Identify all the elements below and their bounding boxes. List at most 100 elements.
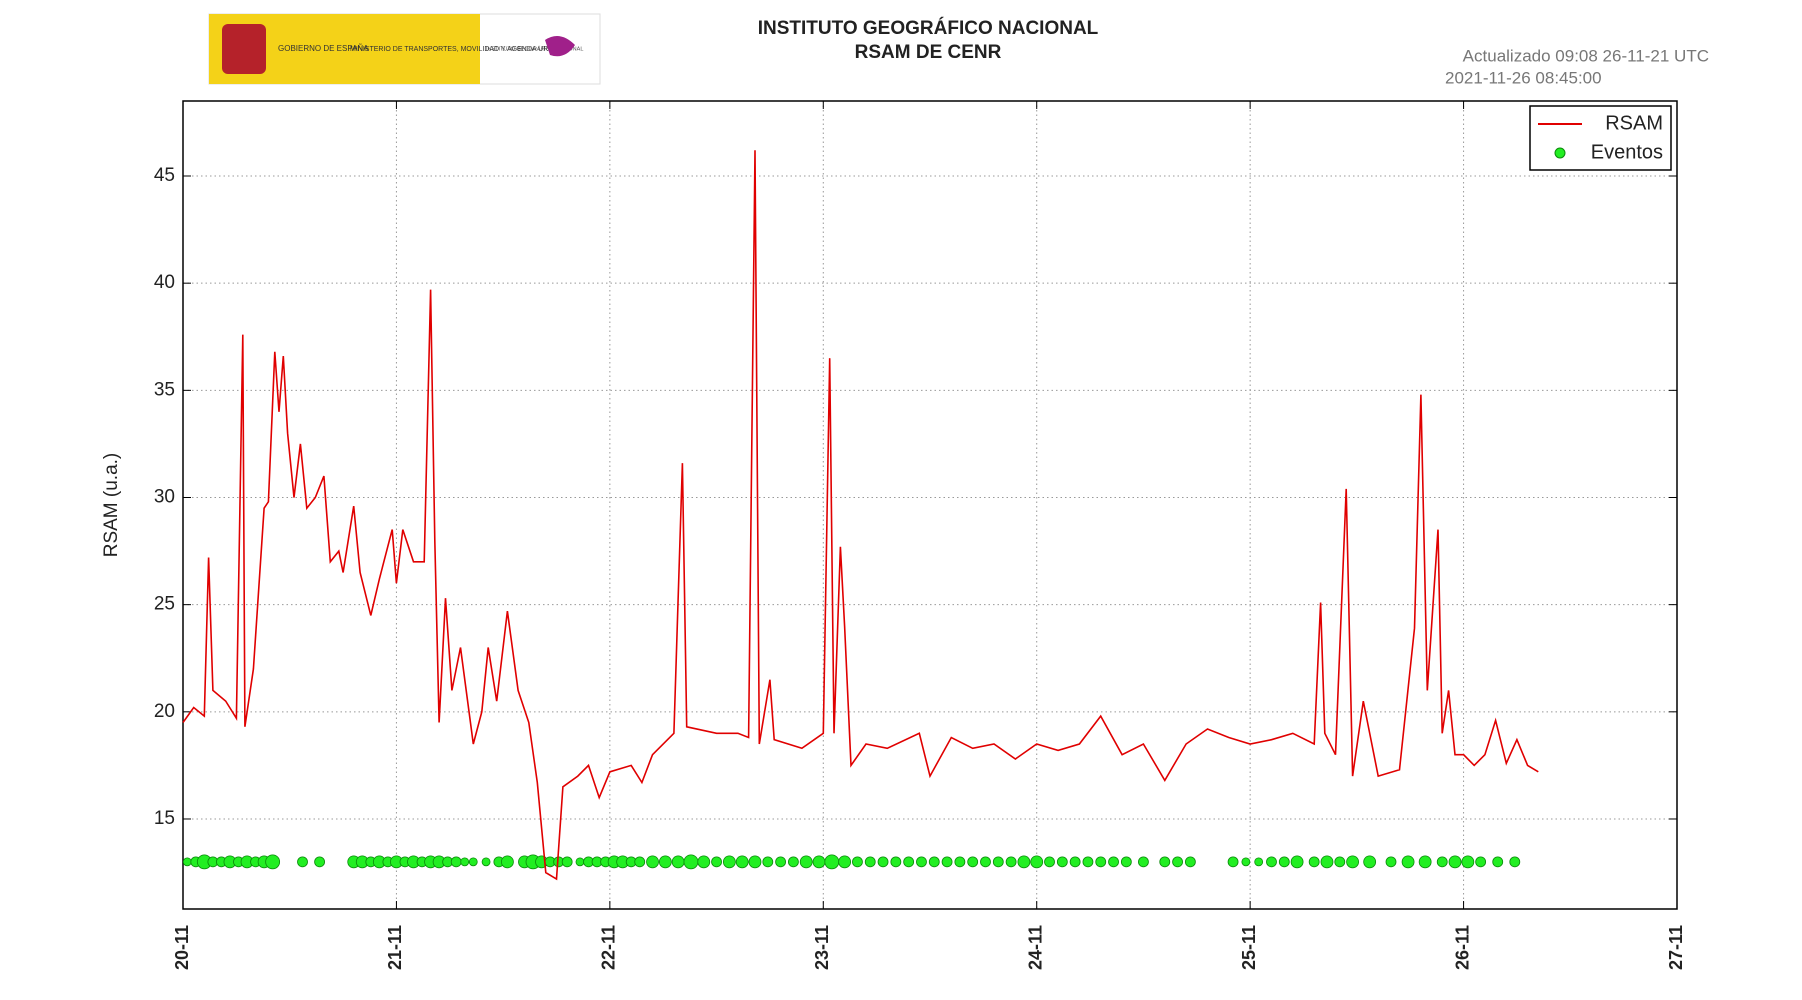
event-point [1005, 856, 1017, 868]
logo-shield [222, 24, 266, 74]
event-point [314, 856, 325, 868]
event-point [1108, 856, 1119, 868]
event-point [928, 856, 940, 868]
event-point [671, 855, 685, 869]
event-point [1363, 855, 1377, 869]
event-point [697, 855, 711, 869]
plot-frame [182, 100, 1678, 910]
event-point [748, 855, 762, 869]
event-point [788, 856, 799, 868]
event-point [1030, 855, 1044, 869]
data-time: 2021-11-26 08:45:00 [1445, 68, 1602, 87]
legend-marker [1554, 147, 1566, 159]
event-point [775, 856, 786, 868]
event-point [852, 856, 863, 868]
event-point [634, 856, 646, 868]
event-point [501, 855, 514, 869]
event-point [460, 857, 470, 867]
logo-text: MINISTERIO DE TRANSPORTES, MOVILIDAD Y A… [350, 46, 568, 53]
y-tick-label: 20 [154, 701, 175, 722]
plot-area [183, 101, 1677, 909]
event-point [1095, 856, 1107, 868]
legend: RSAM Eventos [1529, 105, 1672, 171]
event-point [1044, 856, 1055, 868]
event-point [903, 856, 915, 868]
logo-text: GOBIERNO DE ESPAÑA [278, 44, 369, 53]
event-point [1138, 856, 1149, 868]
event-point [1290, 855, 1304, 869]
chart-title: INSTITUTO GEOGRÁFICO NACIONAL [758, 17, 1099, 39]
event-point [1266, 856, 1277, 868]
event-point [1278, 856, 1290, 868]
event-point [1448, 855, 1462, 869]
event-point [864, 856, 876, 868]
event-point [265, 854, 281, 870]
logo-text: INSTITUTO GEOGRÁFICO NACIONAL [486, 45, 583, 52]
legend-label: RSAM [1605, 112, 1663, 134]
event-point [967, 856, 979, 868]
event-point [916, 856, 927, 868]
x-tick-label: 27-11 [1666, 925, 1686, 970]
legend-label: Eventos [1591, 141, 1663, 163]
logo-icon [545, 36, 575, 57]
y-tick-label: 30 [154, 487, 175, 508]
x-tick-label: 22-11 [599, 925, 619, 970]
event-point [722, 855, 736, 869]
y-tick-label: 15 [154, 808, 175, 829]
event-point [890, 856, 902, 868]
event-point [992, 856, 1004, 868]
event-point [1418, 855, 1432, 869]
event-point [877, 856, 889, 868]
event-point [1254, 857, 1264, 867]
event-point [1172, 856, 1183, 868]
rsam-line [182, 150, 1539, 881]
event-point [1346, 855, 1359, 869]
event-point [1069, 856, 1081, 868]
event-point [824, 854, 840, 870]
event-point [838, 855, 852, 869]
x-tick-label: 21-11 [385, 925, 405, 970]
event-point [1082, 856, 1094, 868]
event-point [1475, 856, 1487, 868]
event-point [1308, 856, 1320, 868]
event-point [711, 856, 722, 868]
x-tick-label: 24-11 [1025, 925, 1045, 970]
update-time: Actualizado 09:08 26-11-21 UTC [1463, 46, 1709, 65]
event-point [297, 856, 308, 868]
chart-subtitle: RSAM DE CENR [855, 42, 1002, 63]
event-point [1184, 856, 1196, 868]
logo: GOBIERNO DE ESPAÑA MINISTERIO DE TRANSPO… [208, 13, 601, 85]
y-tick-label: 45 [154, 165, 175, 186]
event-point [1159, 856, 1171, 868]
event-point [812, 855, 826, 869]
y-tick-label: 25 [154, 594, 175, 615]
event-point [1056, 856, 1068, 868]
event-point [575, 857, 585, 867]
event-point [182, 857, 192, 867]
event-point [561, 856, 573, 868]
event-point [1509, 856, 1521, 868]
legend-box [1529, 105, 1672, 171]
x-tick-label: 23-11 [812, 925, 832, 970]
event-point [735, 855, 749, 869]
event-point [1401, 855, 1415, 869]
y-tick-label: 40 [154, 272, 175, 293]
x-tick-label: 25-11 [1239, 925, 1259, 970]
event-point [683, 854, 699, 870]
event-point [762, 856, 774, 868]
event-point [646, 855, 659, 869]
event-point [450, 856, 462, 868]
event-point [1385, 856, 1397, 868]
event-point [1017, 855, 1031, 869]
y-axis-label: RSAM (u.a.) [101, 453, 122, 558]
event-point [468, 857, 478, 867]
event-point [1492, 856, 1504, 868]
event-point [1320, 855, 1334, 869]
event-point [1436, 856, 1448, 868]
x-tick-label: 20-11 [172, 925, 192, 970]
event-point [799, 855, 813, 869]
event-point [658, 855, 672, 869]
event-point [1120, 856, 1132, 868]
event-point [1334, 856, 1346, 868]
